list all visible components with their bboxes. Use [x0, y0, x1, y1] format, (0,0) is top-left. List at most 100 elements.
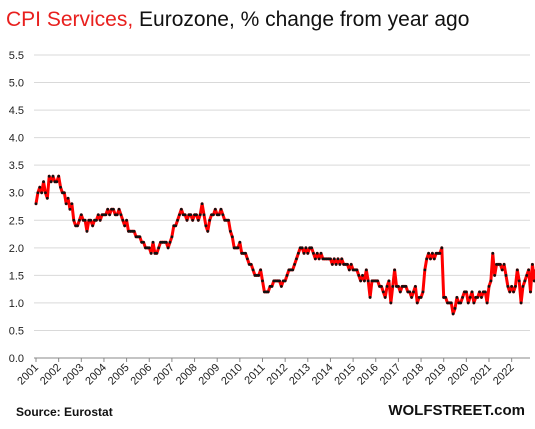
- axis-layer: [34, 357, 530, 362]
- data-point: [266, 290, 270, 294]
- data-point: [108, 213, 112, 217]
- x-tick-label: 2018: [400, 362, 426, 388]
- data-point: [246, 257, 249, 261]
- data-point: [195, 213, 198, 217]
- data-point: [421, 290, 425, 294]
- data-point: [95, 218, 98, 222]
- x-tick-label: 2001: [15, 362, 41, 388]
- data-point: [464, 290, 468, 294]
- data-point: [202, 213, 206, 217]
- x-tick-label: 2020: [446, 362, 472, 388]
- data-point: [59, 185, 62, 189]
- data-point: [191, 218, 195, 222]
- data-point: [397, 284, 400, 288]
- y-tick-label: 4.0: [9, 133, 24, 145]
- data-point: [408, 290, 412, 294]
- y-tick-label: 1.5: [9, 270, 24, 282]
- data-point: [251, 268, 255, 272]
- data-point: [483, 290, 487, 294]
- data-point: [317, 257, 321, 261]
- data-point: [440, 246, 444, 250]
- data-point: [363, 279, 366, 283]
- data-point: [476, 296, 480, 299]
- data-point: [270, 284, 274, 288]
- data-point: [170, 235, 174, 239]
- y-tick-label: 0.5: [9, 325, 24, 337]
- data-point: [529, 290, 532, 294]
- data-point: [142, 240, 145, 244]
- data-point: [44, 191, 47, 195]
- x-tick-label: 2019: [423, 362, 449, 388]
- data-point: [366, 279, 370, 283]
- data-point: [319, 251, 323, 255]
- data-point: [296, 251, 300, 255]
- data-point: [138, 235, 142, 239]
- data-point: [212, 213, 215, 217]
- series-line: [34, 174, 535, 316]
- data-point: [523, 279, 527, 283]
- data-point: [410, 296, 414, 299]
- y-tick-label: 3.0: [9, 188, 24, 200]
- data-point: [330, 262, 334, 266]
- data-point: [89, 218, 93, 222]
- data-point: [217, 213, 221, 217]
- data-point: [34, 202, 38, 206]
- data-point: [502, 262, 506, 266]
- data-point: [306, 251, 310, 255]
- data-point: [176, 218, 179, 222]
- data-point: [66, 196, 70, 200]
- data-point: [249, 262, 253, 266]
- data-point: [413, 284, 417, 288]
- data-point: [453, 307, 457, 310]
- data-point: [70, 202, 74, 206]
- data-point: [531, 262, 534, 266]
- data-point: [332, 257, 336, 261]
- data-point: [189, 213, 193, 217]
- data-point: [461, 296, 464, 299]
- data-point: [132, 229, 136, 233]
- y-tick-label: 5.0: [9, 78, 24, 90]
- x-tick-label: 2006: [129, 362, 155, 388]
- data-point: [83, 218, 87, 222]
- data-point: [166, 246, 170, 250]
- data-point: [383, 296, 387, 299]
- data-point: [174, 224, 178, 228]
- y-tick-label: 0.0: [9, 353, 24, 365]
- data-point: [208, 218, 212, 222]
- data-point: [519, 301, 523, 305]
- y-tick-label: 5.5: [9, 50, 24, 62]
- data-point: [472, 301, 476, 305]
- data-point: [515, 268, 519, 272]
- data-point: [76, 224, 79, 228]
- grid-layer: [34, 54, 530, 331]
- data-point: [40, 191, 44, 195]
- data-point: [381, 290, 385, 294]
- x-tick-label: 2009: [197, 362, 223, 388]
- data-point: [527, 268, 531, 272]
- data-point: [349, 262, 353, 266]
- x-tick-label: 2017: [378, 362, 404, 388]
- data-point: [57, 174, 61, 178]
- data-point: [429, 257, 432, 261]
- data-point: [347, 268, 351, 272]
- data-point: [485, 301, 489, 305]
- data-point: [147, 246, 151, 250]
- data-point: [259, 268, 263, 272]
- data-point: [451, 312, 455, 316]
- data-point: [47, 174, 51, 178]
- data-point: [278, 279, 281, 283]
- data-point: [338, 262, 342, 266]
- x-tick-label: 2015: [332, 362, 358, 388]
- data-point: [283, 279, 287, 283]
- data-point: [64, 202, 68, 206]
- data-point: [470, 290, 474, 294]
- data-point: [480, 296, 483, 299]
- data-point: [427, 251, 430, 255]
- data-point: [106, 207, 110, 211]
- x-tick-label: 2010: [219, 362, 245, 388]
- data-point: [244, 251, 247, 255]
- data-point: [415, 301, 419, 305]
- x-tick-label: 2003: [61, 362, 87, 388]
- data-point: [300, 246, 304, 250]
- data-point: [412, 290, 415, 294]
